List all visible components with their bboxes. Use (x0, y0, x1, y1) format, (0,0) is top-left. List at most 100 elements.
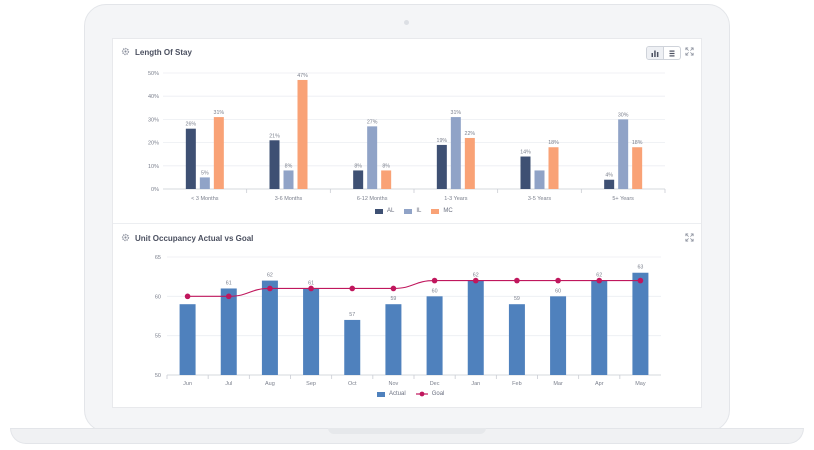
data-label: 8% (354, 163, 362, 169)
legend-item-actual[interactable]: Actual (377, 391, 406, 397)
goal-point (596, 277, 603, 284)
goal-point (184, 293, 191, 300)
length-of-stay-panel: Length Of Stay 0% 10% 20% 30% 40% 50% (113, 39, 701, 224)
bar-actual (591, 280, 608, 375)
x-tick-label: Dec (430, 381, 440, 387)
panel-title: Unit Occupancy Actual vs Goal (135, 234, 254, 243)
y-tick-label: 10% (148, 164, 159, 170)
table-icon (669, 50, 675, 56)
y-tick-label: 0% (151, 187, 159, 193)
bar-al (185, 128, 196, 189)
legend-label: Goal (431, 391, 445, 397)
dashboard-screen: Length Of Stay 0% 10% 20% 30% 40% 50% (112, 38, 702, 408)
data-label: 59 (390, 296, 396, 302)
legend-label: IL (416, 208, 422, 214)
bar-actual (303, 288, 320, 375)
x-tick-label: Jul (225, 381, 232, 387)
data-label: 60 (555, 288, 561, 294)
x-tick-label: 6-12 Months (357, 196, 388, 202)
bar-mc (548, 147, 559, 189)
data-label: 59 (514, 296, 520, 302)
bar-actual (261, 280, 278, 375)
unit-occupancy-panel: Unit Occupancy Actual vs Goal 50 55 60 65 Ju… (113, 225, 701, 407)
bar-actual (508, 304, 525, 375)
bar-al (520, 156, 531, 189)
data-label: 18% (548, 140, 559, 146)
bar-actual (467, 280, 484, 375)
goal-line-marker (415, 391, 428, 397)
goal-point (472, 277, 479, 284)
y-tick-label: 20% (148, 141, 159, 147)
goal-point (514, 277, 520, 284)
goal-point (349, 285, 356, 292)
expand-icon[interactable] (685, 47, 694, 56)
x-tick-label: Jan (471, 381, 480, 387)
unit-occupancy-chart: 50 55 60 65 Jun Jul 61 Aug 62 Sep 61 Oct 57 Nov 59 Dec 6… (155, 255, 661, 387)
bar-actual (344, 319, 361, 375)
goal-point (308, 285, 314, 292)
bar-mc (213, 117, 224, 189)
goal-point (390, 285, 397, 292)
x-tick-label: < 3 Months (191, 196, 219, 202)
data-label: 62 (473, 273, 479, 279)
bar-il (450, 117, 461, 189)
x-tick-label: Oct (348, 381, 357, 387)
panel-title: Length Of Stay (135, 48, 192, 57)
bar-chart-view-button[interactable] (647, 47, 664, 59)
x-tick-label: Jun (183, 381, 192, 387)
goal-point (267, 285, 273, 292)
legend-item-goal[interactable]: Goal (415, 391, 445, 397)
bar-mc (464, 137, 475, 189)
table-view-button[interactable] (664, 47, 680, 59)
data-label: 18% (632, 140, 643, 146)
data-label: 63 (637, 265, 643, 271)
bar-il (534, 170, 545, 189)
data-label: 4% (605, 173, 613, 179)
goal-point (555, 277, 561, 284)
bar-al (269, 140, 280, 189)
legend-label: AL (387, 208, 395, 214)
bar-actual (426, 296, 443, 375)
data-label: 21% (269, 133, 280, 139)
bar-al (436, 144, 447, 189)
y-tick-label: 50 (155, 373, 161, 379)
data-label: 8% (382, 163, 390, 169)
goal-point (225, 293, 232, 300)
legend-item-al[interactable]: AL (375, 208, 394, 214)
x-tick-label: Mar (553, 381, 563, 387)
data-label: 57 (349, 312, 355, 318)
x-tick-label: Feb (512, 381, 521, 387)
x-tick-label: Apr (595, 381, 604, 387)
x-tick-label: 3-5 Years (528, 196, 551, 202)
data-label: 30% (618, 112, 629, 118)
length-of-stay-legend: AL IL MC (375, 208, 453, 214)
bar-il (199, 177, 210, 189)
data-label: 61 (308, 280, 314, 286)
bar-il (367, 126, 378, 189)
x-tick-label: Sep (306, 381, 316, 387)
data-label: 26% (186, 122, 197, 128)
bar-actual (179, 304, 196, 375)
data-label: 61 (226, 280, 232, 286)
chart-view-toggle[interactable] (646, 46, 681, 60)
gear-icon[interactable] (121, 47, 130, 56)
data-label: 31% (451, 110, 462, 116)
legend-item-il[interactable]: IL (404, 208, 421, 214)
unit-occupancy-legend: Actual Goal (377, 391, 444, 397)
data-label: 31% (214, 110, 225, 116)
laptop-notch (328, 428, 486, 434)
x-tick-label: 3-6 Months (275, 196, 303, 202)
bar-mc (297, 79, 308, 189)
length-of-stay-chart: 0% 10% 20% 30% 40% 50% < 3 Months 26% 5% 31% 3-6 M… (148, 71, 666, 202)
data-label: 62 (596, 273, 602, 279)
data-label: 8% (285, 163, 293, 169)
legend-label: Actual (389, 391, 406, 397)
data-label: 62 (267, 273, 273, 279)
legend-item-mc[interactable]: MC (431, 208, 453, 214)
y-tick-label: 30% (148, 117, 159, 123)
data-label: 27% (367, 119, 378, 125)
y-tick-label: 65 (155, 255, 161, 261)
gear-icon[interactable] (121, 233, 130, 242)
bar-mc (381, 170, 392, 189)
expand-icon[interactable] (685, 233, 694, 242)
